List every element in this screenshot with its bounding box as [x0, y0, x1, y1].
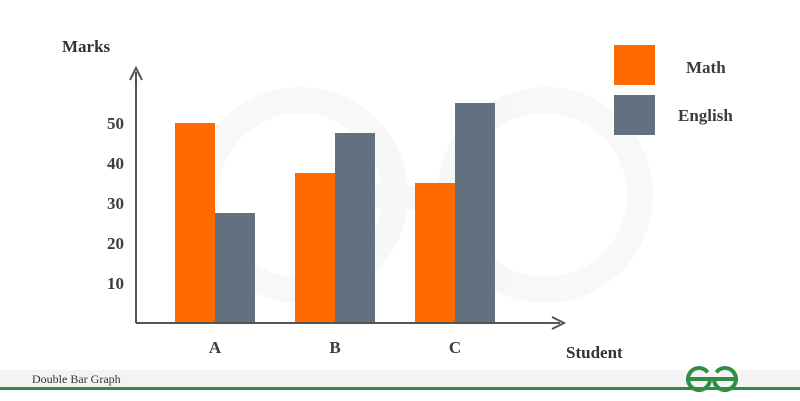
bar-math-b: [295, 173, 335, 323]
bar-math-c: [415, 183, 455, 323]
y-tick-label: 20: [107, 234, 124, 253]
bar-math-a: [175, 123, 215, 323]
y-tick-label: 10: [107, 274, 124, 293]
x-tick-label: C: [449, 338, 461, 357]
legend: Math English: [614, 45, 733, 135]
ticks-layer: 10 20 30 40 50 A B C: [107, 114, 461, 357]
y-axis-title: Marks: [62, 37, 111, 56]
bar-english-c: [455, 103, 495, 323]
geeksforgeeks-logo-icon: [686, 366, 738, 393]
y-tick-label: 50: [107, 114, 124, 133]
footer-bar: [0, 370, 800, 388]
footer-caption: Double Bar Graph: [32, 372, 121, 386]
y-axis-arrow: [129, 65, 143, 81]
x-axis-arrow: [551, 316, 567, 330]
footer-divider: [0, 387, 800, 390]
y-tick-label: 30: [107, 194, 124, 213]
x-axis-title: Student: [566, 343, 623, 362]
legend-swatch-math: [614, 45, 655, 85]
legend-label-math: Math: [686, 58, 726, 77]
axes: [129, 65, 567, 330]
legend-label-english: English: [678, 106, 733, 125]
y-tick-label: 40: [107, 154, 124, 173]
x-tick-label: B: [329, 338, 340, 357]
bar-english-b: [335, 133, 375, 323]
bar-english-a: [215, 213, 255, 323]
legend-swatch-english: [614, 95, 655, 135]
bars-layer: [175, 103, 495, 323]
x-tick-label: A: [209, 338, 222, 357]
